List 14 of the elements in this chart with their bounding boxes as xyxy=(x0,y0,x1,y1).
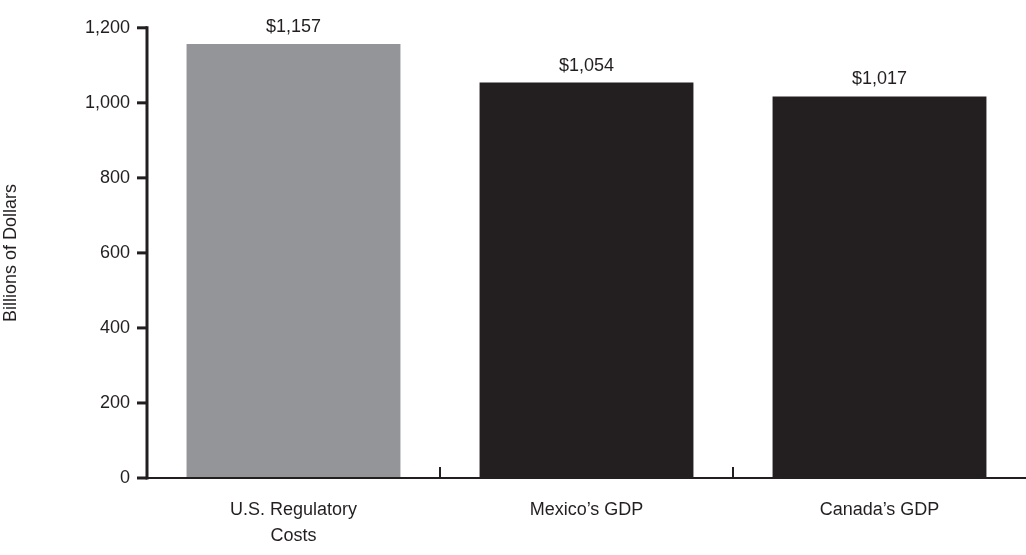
y-axis-title: Billions of Dollars xyxy=(0,183,20,322)
x-tick-label: Mexico’s GDP xyxy=(529,499,644,520)
y-tick-label: 1,000 xyxy=(84,91,130,112)
y-tick-label: 1,200 xyxy=(84,16,130,37)
y-tick-label: 0 xyxy=(119,466,130,487)
x-tick-label: Canada’s GDP xyxy=(819,499,940,520)
data-label: $1,017 xyxy=(851,68,908,89)
data-label: $1,157 xyxy=(265,15,322,36)
y-tick-label: 800 xyxy=(99,166,130,187)
data-label: $1,054 xyxy=(558,54,615,75)
y-tick-label: 200 xyxy=(99,391,130,412)
y-tick-label: 600 xyxy=(99,241,130,262)
x-tick-label: U.S. Regulatory Costs xyxy=(229,499,358,546)
y-tick-label: 400 xyxy=(99,316,130,337)
